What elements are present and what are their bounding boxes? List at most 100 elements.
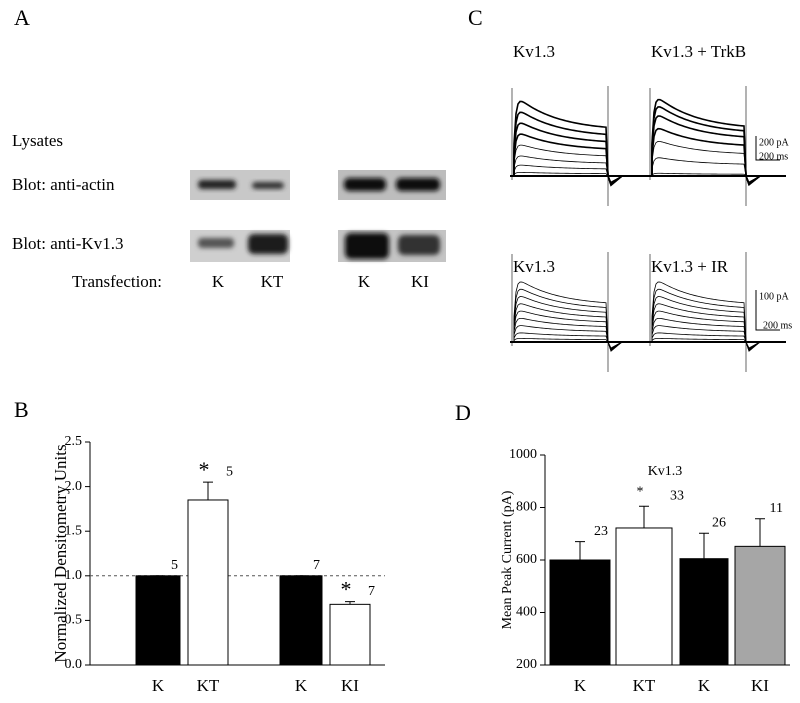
chart-title: Kv1.3 xyxy=(648,464,683,479)
n-label: 33 xyxy=(670,488,684,503)
bar xyxy=(135,575,181,666)
scale-label: 200 pA xyxy=(759,137,790,148)
scale-bar xyxy=(755,136,780,331)
y-tick-label: 200 xyxy=(516,657,537,672)
trace xyxy=(512,171,623,183)
bar xyxy=(679,558,729,666)
trace xyxy=(650,98,761,187)
trace xyxy=(512,332,623,349)
x-tick-label: K xyxy=(574,676,587,695)
trace xyxy=(650,127,761,185)
x-tick-label: KI xyxy=(341,676,359,695)
x-tick-label: K xyxy=(152,676,165,695)
trace xyxy=(512,144,623,185)
error-bar xyxy=(699,532,709,559)
n-label: 23 xyxy=(594,524,608,539)
trace xyxy=(512,337,623,349)
n-label: 5 xyxy=(171,558,178,573)
error-bar xyxy=(755,518,765,547)
x-tick-label: KT xyxy=(197,676,220,695)
trace xyxy=(512,155,623,184)
y-tick-label: 400 xyxy=(516,605,537,620)
n-label: 7 xyxy=(368,584,375,599)
lane-label: K xyxy=(212,272,225,291)
trace xyxy=(650,115,761,186)
trace xyxy=(512,100,623,187)
trace xyxy=(650,325,761,350)
trace-label: Kv1.3 + IR xyxy=(651,257,729,276)
trace xyxy=(650,288,761,352)
error-bar xyxy=(639,505,649,528)
panel-label: D xyxy=(455,400,471,425)
y-tick-label: 1.0 xyxy=(65,568,83,583)
scale-label: 200 ms xyxy=(763,320,792,331)
trace xyxy=(512,281,623,352)
bar xyxy=(549,559,611,666)
x-tick-label: KT xyxy=(633,676,656,695)
error-bar xyxy=(345,601,355,605)
y-tick-label: 0.0 xyxy=(65,657,83,672)
trace xyxy=(512,164,623,184)
n-label: 5 xyxy=(226,464,233,479)
x-tick-label: KI xyxy=(751,676,769,695)
bar xyxy=(734,545,786,666)
n-label: 7 xyxy=(313,558,320,573)
blot-title: Lysates xyxy=(12,131,63,150)
trace xyxy=(512,122,623,186)
trace xyxy=(650,106,761,186)
trace xyxy=(512,288,623,352)
lane-label: KI xyxy=(411,272,429,291)
x-tick-label: K xyxy=(698,676,711,695)
trace-label: Kv1.3 xyxy=(513,42,555,61)
bar xyxy=(329,603,371,666)
trace xyxy=(650,317,761,350)
bar xyxy=(279,575,323,666)
trace xyxy=(512,296,623,352)
trace xyxy=(512,133,623,186)
y-tick-label: 1.5 xyxy=(65,523,83,538)
blot-row: Blot: anti-actin xyxy=(12,175,115,194)
y-tick-label: 2.0 xyxy=(65,479,83,494)
y-tick-label: 800 xyxy=(516,500,537,515)
trace xyxy=(650,141,761,184)
trace xyxy=(650,332,761,349)
trace xyxy=(650,157,761,184)
y-axis-label: Normalized Densitometry Units xyxy=(51,444,70,662)
lane-label: K xyxy=(358,272,371,291)
y-tick-label: 2.5 xyxy=(65,434,83,449)
trace xyxy=(650,303,761,351)
bar xyxy=(615,527,673,666)
significance-marker: * xyxy=(637,484,644,499)
y-axis-label: Mean Peak Current (pA) xyxy=(500,490,515,629)
scale-label: 100 pA xyxy=(759,291,790,302)
trace xyxy=(512,317,623,350)
trace xyxy=(650,281,761,352)
y-tick-label: 1000 xyxy=(509,447,537,462)
x-tick-label: K xyxy=(295,676,308,695)
error-bar xyxy=(575,541,585,560)
significance-marker: * xyxy=(199,457,210,482)
blot-image xyxy=(190,170,446,262)
panel-label: C xyxy=(468,5,483,30)
trace xyxy=(512,325,623,350)
trace xyxy=(512,111,623,187)
trace xyxy=(650,310,761,351)
panel-label: B xyxy=(14,397,29,422)
blot-row: Blot: anti-Kv1.3 xyxy=(12,234,123,253)
trace xyxy=(512,303,623,351)
error-bar xyxy=(203,481,213,500)
trace xyxy=(650,296,761,352)
panel-label: A xyxy=(14,5,30,30)
y-tick-label: 0.5 xyxy=(65,613,83,628)
lane-title: Transfection: xyxy=(72,272,162,291)
n-label: 26 xyxy=(712,515,726,530)
bar xyxy=(187,499,229,666)
y-tick-label: 600 xyxy=(516,552,537,567)
n-label: 11 xyxy=(770,501,783,516)
trace-label: Kv1.3 xyxy=(513,257,555,276)
trace xyxy=(650,337,761,349)
scale-label: 200 ms xyxy=(759,151,788,162)
significance-marker: * xyxy=(341,577,352,602)
lane-label: KT xyxy=(261,272,284,291)
